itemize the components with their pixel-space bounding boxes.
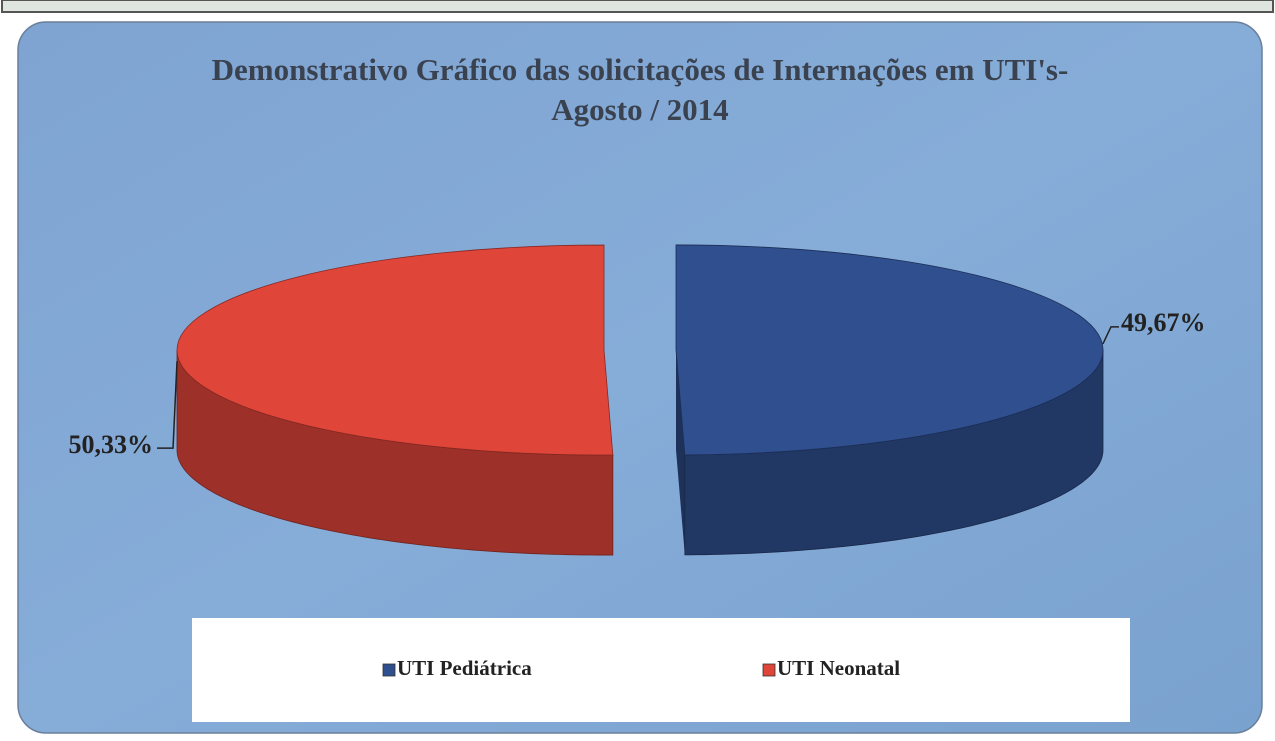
top-frame bbox=[1, 0, 1274, 13]
pie-slice bbox=[176, 244, 614, 456]
leader-line bbox=[157, 361, 178, 449]
legend-label: UTI Pediátrica bbox=[397, 656, 532, 680]
pie-cut-face bbox=[675, 349, 685, 555]
chart-title: Demonstrativo Gráfico das solicitações d… bbox=[211, 52, 1069, 127]
chart-panel bbox=[17, 21, 1263, 734]
legend-swatch bbox=[382, 663, 396, 677]
leader-line bbox=[1102, 326, 1119, 345]
legend-box bbox=[192, 618, 1130, 722]
legend-label: UTI Neonatal bbox=[777, 656, 900, 680]
pie-slice bbox=[675, 244, 1104, 456]
data-label: 50,33% bbox=[69, 430, 154, 459]
data-label: 49,67% bbox=[1121, 308, 1206, 337]
pie: 49,67% 50,33% bbox=[69, 244, 1206, 556]
legend-swatch bbox=[762, 663, 776, 677]
